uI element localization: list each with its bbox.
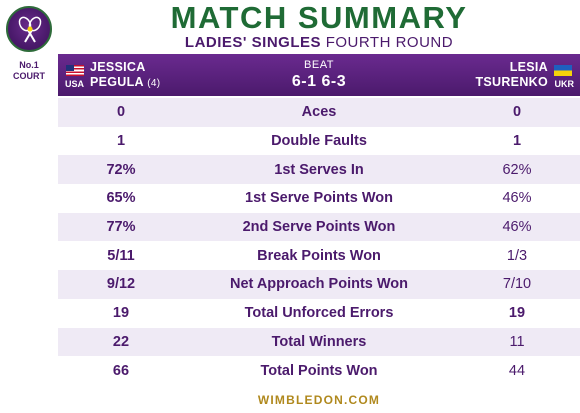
- player2-stat-value: 46%: [502, 219, 532, 236]
- stat-row: 0 Aces 0: [58, 98, 580, 127]
- player1-stat-value: 22: [112, 333, 130, 350]
- player1-stat-value: 65%: [106, 190, 136, 207]
- wimbledon-logo: [6, 6, 52, 52]
- player2-name: LESIA TSURENKO: [475, 60, 548, 90]
- stat-row: 65% 1st Serve Points Won 46%: [58, 184, 580, 213]
- player2-last-name: TSURENKO: [475, 75, 548, 89]
- player2-stat-value: 11: [509, 333, 525, 350]
- player2-stat-value: 19: [508, 305, 526, 322]
- stat-row: 77% 2nd Serve Points Won 46%: [58, 212, 580, 242]
- stat-row: 5/11 Break Points Won 1/3: [58, 241, 580, 271]
- player1-seed: (4): [147, 78, 161, 89]
- stat-label: 2nd Serve Points Won: [242, 219, 396, 236]
- court-word: COURT: [13, 71, 45, 81]
- result-verb: BEAT: [304, 59, 334, 71]
- stat-label: Total Points Won: [260, 362, 378, 379]
- player2-stat-value: 1: [512, 133, 522, 150]
- stats-table: 0 Aces 0 1 Double Faults 1 72% 1st Serves In 62%…: [58, 98, 580, 385]
- stat-label: 1st Serves In: [274, 161, 364, 178]
- player2-stat-value: 7/10: [502, 276, 532, 293]
- stat-row: 9/12 Net Approach Points Won 7/10: [58, 270, 580, 299]
- round-name: FOURTH ROUND: [325, 34, 454, 51]
- player1-stat-value: 5/11: [107, 247, 135, 264]
- court-label: No.1 COURT: [0, 60, 58, 82]
- stat-label: Total Winners: [271, 333, 367, 350]
- player2-stat-value: 44: [508, 362, 526, 379]
- match-result: BEAT 6-1 6-3: [248, 59, 390, 91]
- stat-row: 66 Total Points Won 44: [58, 356, 580, 385]
- match-score: 6-1 6-3: [291, 73, 347, 90]
- stat-label: 1st Serve Points Won: [245, 190, 393, 207]
- player1-stat-value: 0: [116, 104, 126, 121]
- player1-first-name: JESSICA: [90, 60, 146, 74]
- player1-stat-value: 19: [112, 305, 130, 322]
- stat-label: Total Unforced Errors: [244, 305, 394, 322]
- player2-stat-value: 46%: [502, 190, 532, 207]
- stat-row: 1 Double Faults 1: [58, 126, 580, 156]
- player1-stat-value: 9/12: [106, 276, 136, 293]
- player1-stat-value: 77%: [106, 219, 136, 236]
- footer-url: WIMBLEDON.COM: [257, 393, 381, 407]
- stat-label: Break Points Won: [257, 247, 381, 264]
- player2-stat-value: 62%: [502, 161, 532, 178]
- stat-label: Double Faults: [271, 133, 367, 150]
- sidebar: No.1 COURT: [0, 0, 58, 413]
- player1-stat-value: 66: [112, 362, 130, 379]
- player1-country: USA: [65, 79, 85, 89]
- stat-label: Net Approach Points Won: [229, 276, 409, 293]
- page-subtitle: LADIES' SINGLES FOURTH ROUND: [58, 34, 580, 52]
- event-name: LADIES' SINGLES: [184, 34, 322, 51]
- stat-row: 19 Total Unforced Errors 19: [58, 298, 580, 328]
- page-title: MATCH SUMMARY: [170, 0, 468, 35]
- player2-first-name: LESIA: [509, 60, 548, 74]
- player1-name: JESSICA PEGULA (4): [90, 60, 160, 91]
- player1-last-name: PEGULA: [90, 75, 144, 89]
- court-number: No.1: [19, 60, 39, 70]
- player2-stat-value: 1/3: [506, 247, 528, 264]
- player1-stat-value: 1: [116, 133, 126, 150]
- stat-label: Aces: [301, 104, 337, 121]
- match-header: USA JESSICA PEGULA (4) BEAT 6-1 6-3 LESI…: [58, 54, 580, 96]
- player1-stat-value: 72%: [106, 161, 136, 178]
- player2-country: UKR: [554, 79, 575, 89]
- stat-row: 72% 1st Serves In 62%: [58, 155, 580, 185]
- player2-stat-value: 0: [512, 104, 522, 121]
- ukraine-flag-icon: [554, 65, 572, 76]
- stat-row: 22 Total Winners 11: [58, 327, 580, 357]
- usa-flag-icon: [66, 65, 84, 76]
- crossed-rackets-icon: [18, 16, 42, 43]
